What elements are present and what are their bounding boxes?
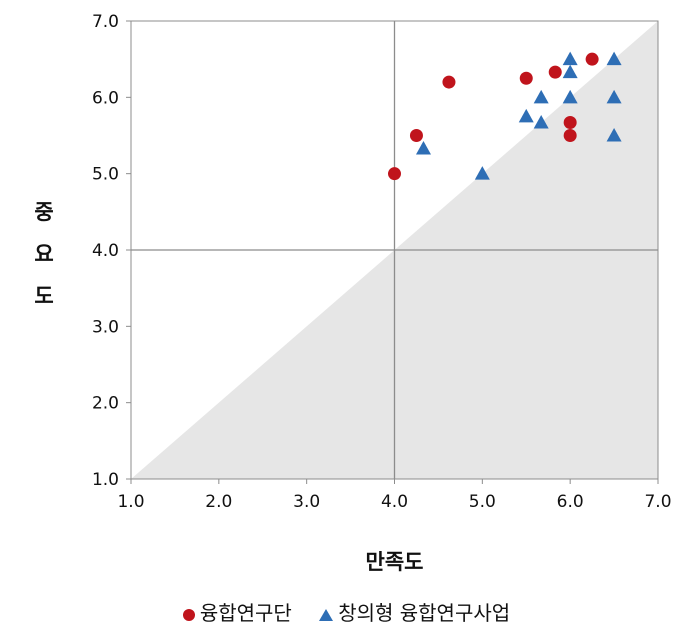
x-tick-label: 7.0 bbox=[644, 492, 671, 512]
y-axis-title-char: 요 bbox=[34, 242, 53, 266]
y-tick-label: 1.0 bbox=[92, 470, 119, 490]
point-series-2 bbox=[474, 166, 490, 180]
point-series-2 bbox=[415, 140, 431, 155]
x-tick-label: 6.0 bbox=[557, 492, 584, 512]
point-series-1 bbox=[585, 52, 599, 66]
y-axis-ticks: 1.0 2.0 3.0 4.0 5.0 6.0 7.0 bbox=[92, 12, 131, 490]
legend-item-series-2: 창의형 융합연구사업 bbox=[318, 597, 510, 626]
point-series-1 bbox=[563, 129, 577, 142]
y-tick-label: 7.0 bbox=[92, 12, 119, 32]
point-series-2 bbox=[533, 115, 549, 129]
y-axis-title-char: 중 bbox=[34, 200, 53, 224]
point-series-2 bbox=[606, 89, 622, 104]
y-axis-title: 중요도 bbox=[34, 200, 53, 308]
x-tick-label: 1.0 bbox=[117, 492, 144, 512]
x-tick-label: 3.0 bbox=[293, 492, 320, 512]
y-tick-label: 2.0 bbox=[92, 394, 119, 414]
y-tick-label: 3.0 bbox=[92, 317, 119, 337]
y-tick-label: 6.0 bbox=[92, 88, 119, 108]
x-tick-label: 5.0 bbox=[469, 492, 496, 512]
x-axis-ticks: 1.0 2.0 3.0 4.0 5.0 6.0 7.0 bbox=[117, 479, 672, 512]
point-series-1 bbox=[563, 116, 577, 130]
triangle-marker-icon bbox=[319, 608, 334, 621]
point-series-2 bbox=[562, 64, 578, 79]
reference-lines bbox=[131, 21, 658, 479]
point-series-2 bbox=[606, 51, 622, 66]
point-series-2 bbox=[533, 89, 549, 104]
point-series-1 bbox=[442, 75, 456, 89]
data-points bbox=[388, 51, 622, 181]
legend-item-series-1: 융합연구단 bbox=[182, 597, 292, 626]
x-tick-label: 4.0 bbox=[381, 492, 408, 512]
point-series-2 bbox=[562, 51, 578, 66]
point-series-2 bbox=[562, 89, 578, 104]
scatter-chart: 1.0 2.0 3.0 4.0 5.0 6.0 7.0 1.0 2.0 3.0 4.0 5.0 6.0… bbox=[34, 12, 672, 574]
point-series-2 bbox=[518, 108, 534, 123]
point-series-1 bbox=[388, 167, 401, 181]
point-series-1 bbox=[519, 71, 533, 85]
circle-marker-icon bbox=[182, 608, 195, 621]
legend-label: 융합연구단 bbox=[199, 601, 292, 625]
x-tick-label: 2.0 bbox=[205, 492, 232, 512]
legend: 융합연구단 창의형 융합연구사업 bbox=[0, 597, 692, 626]
y-tick-label: 5.0 bbox=[92, 165, 119, 185]
y-axis-title-char: 도 bbox=[34, 284, 53, 308]
x-axis-title: 만족도 bbox=[366, 550, 424, 574]
legend-label: 창의형 융합연구사업 bbox=[338, 601, 511, 625]
y-tick-label: 4.0 bbox=[92, 241, 119, 261]
point-series-2 bbox=[606, 128, 622, 142]
point-series-1 bbox=[548, 65, 562, 79]
point-series-1 bbox=[409, 129, 423, 142]
